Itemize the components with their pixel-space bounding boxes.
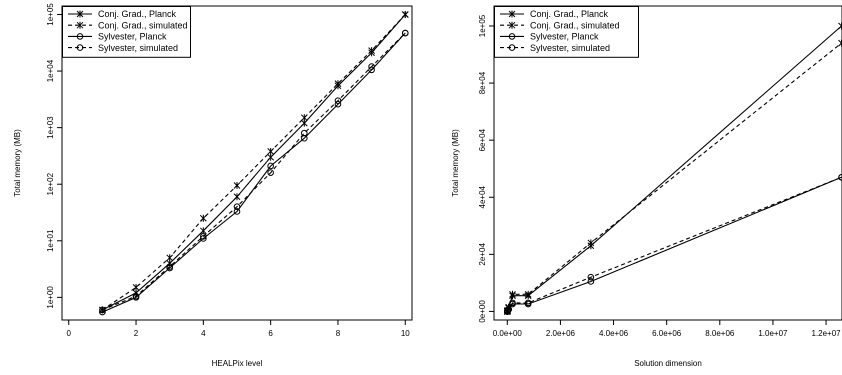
series-4-point — [200, 233, 207, 240]
y-tick-label: 0e+00 — [478, 300, 487, 323]
series-2-point — [401, 10, 409, 18]
series-2-point — [334, 80, 342, 88]
legend-swatch-point — [76, 44, 84, 51]
series-2-point — [267, 147, 275, 155]
y-tick-label: 1e+04 — [46, 59, 55, 82]
y-tick-label: 1e+01 — [46, 229, 55, 252]
x-tick-label: 1.2e+07 — [811, 329, 841, 338]
x-tick-label: 0 — [67, 329, 72, 338]
y-axis-label: Total memory (MB) — [451, 129, 460, 197]
y-tick-label: 6e+04 — [478, 128, 487, 151]
legend-swatch-point — [508, 21, 516, 29]
series-2-point — [838, 39, 842, 47]
y-tick-label: 4e+04 — [478, 185, 487, 208]
y-tick-label: 1e+00 — [46, 286, 55, 309]
x-tick-label: 6 — [268, 329, 273, 338]
legend-label: Conj. Grad., Planck — [530, 9, 609, 19]
series-2-line — [506, 42, 842, 312]
series-2-point — [368, 47, 375, 55]
series-layer — [99, 10, 409, 316]
series-4-line — [506, 176, 842, 312]
y-tick-label: 1e+03 — [46, 116, 55, 139]
legend-label: Conj. Grad., simulated — [530, 20, 620, 30]
plot-frame — [493, 5, 842, 321]
x-tick-label: 8 — [336, 329, 341, 338]
legend-box — [494, 6, 639, 58]
legend-swatch-point — [508, 33, 516, 40]
x-axis-label: HEALPix level — [212, 359, 263, 368]
series-2-point — [509, 290, 516, 298]
chart-panel-1: 0 2 4 6 8 10 1e+00 1e+01 1e+02 1e+03 1e+04 1e+05 HEA… — [13, 3, 413, 368]
legend-label: Sylvester, Planck — [98, 32, 167, 42]
x-tick-label: 10 — [401, 329, 410, 338]
x-tick-label: 4.0e+06 — [599, 329, 629, 338]
series-layer — [503, 22, 842, 315]
legend-box — [62, 6, 191, 58]
series-4-point — [587, 273, 595, 281]
legend-label: Conj. Grad., simulated — [98, 20, 188, 30]
legend-swatch-point — [508, 44, 516, 51]
series-4-point — [401, 29, 409, 37]
series-2-point — [166, 254, 174, 262]
series-1-point — [838, 22, 842, 30]
legend-label: Sylvester, Planck — [530, 32, 599, 42]
legend-label: Conj. Grad., Planck — [98, 9, 177, 19]
legend-label: Sylvester, simulated — [98, 43, 178, 53]
series-1-line — [102, 14, 406, 311]
series-3-line — [102, 32, 406, 313]
series-2-point — [300, 114, 308, 122]
legend-swatch-point — [76, 21, 84, 29]
series-3-point — [587, 278, 595, 285]
series-4-point — [301, 129, 308, 137]
x-tick-label: 4 — [201, 329, 206, 338]
series-4-point — [99, 306, 106, 314]
series-3-point — [267, 162, 274, 170]
series-1-point — [233, 193, 241, 201]
x-tick-label: 6.0e+06 — [652, 329, 682, 338]
series-4-point — [334, 97, 342, 104]
x-tick-label: 0.0e+00 — [493, 329, 523, 338]
series-3-point — [99, 308, 106, 316]
x-tick-label: 2 — [134, 329, 139, 338]
series-4-point — [267, 169, 274, 176]
y-tick-label: 1e+05 — [478, 14, 487, 37]
y-tick-label: 1e+05 — [46, 3, 55, 26]
series-3-point — [233, 208, 241, 215]
legend-swatch-point — [76, 33, 84, 40]
series-2-line — [102, 14, 406, 311]
series-2-point — [524, 290, 532, 298]
series-2-point — [233, 181, 241, 189]
x-axis-label: Solution dimension — [634, 359, 702, 368]
series-4-point — [509, 299, 516, 307]
y-tick-label: 8e+04 — [478, 71, 487, 94]
y-axis-label: Total memory (MB) — [13, 129, 22, 197]
series-2-point — [199, 214, 207, 222]
series-4-point — [132, 292, 140, 300]
series-4-point — [233, 203, 241, 211]
series-4-point — [524, 299, 532, 307]
series-1-line — [506, 25, 842, 312]
series-2-point — [132, 283, 140, 291]
x-tick-label: 2.0e+06 — [546, 329, 576, 338]
x-tick-label: 1.0e+07 — [758, 329, 788, 338]
plot-frame — [61, 5, 413, 321]
series-4-point — [505, 305, 512, 313]
x-tick-label: 8.0e+06 — [705, 329, 735, 338]
series-4-point — [368, 63, 375, 70]
series-2-point — [587, 239, 595, 247]
series-4-line — [102, 32, 406, 311]
legend-swatch-point — [76, 10, 84, 18]
series-4-point — [166, 263, 173, 270]
legend-swatch-point — [508, 10, 516, 18]
y-tick-label: 2e+04 — [478, 243, 487, 266]
legend-label: Sylvester, simulated — [530, 43, 610, 53]
y-tick-label: 1e+02 — [46, 172, 55, 195]
chart-panel-2: 0.0e+00 2.0e+06 4.0e+06 6.0e+06 8.0e+06 1.0e+… — [451, 5, 842, 368]
